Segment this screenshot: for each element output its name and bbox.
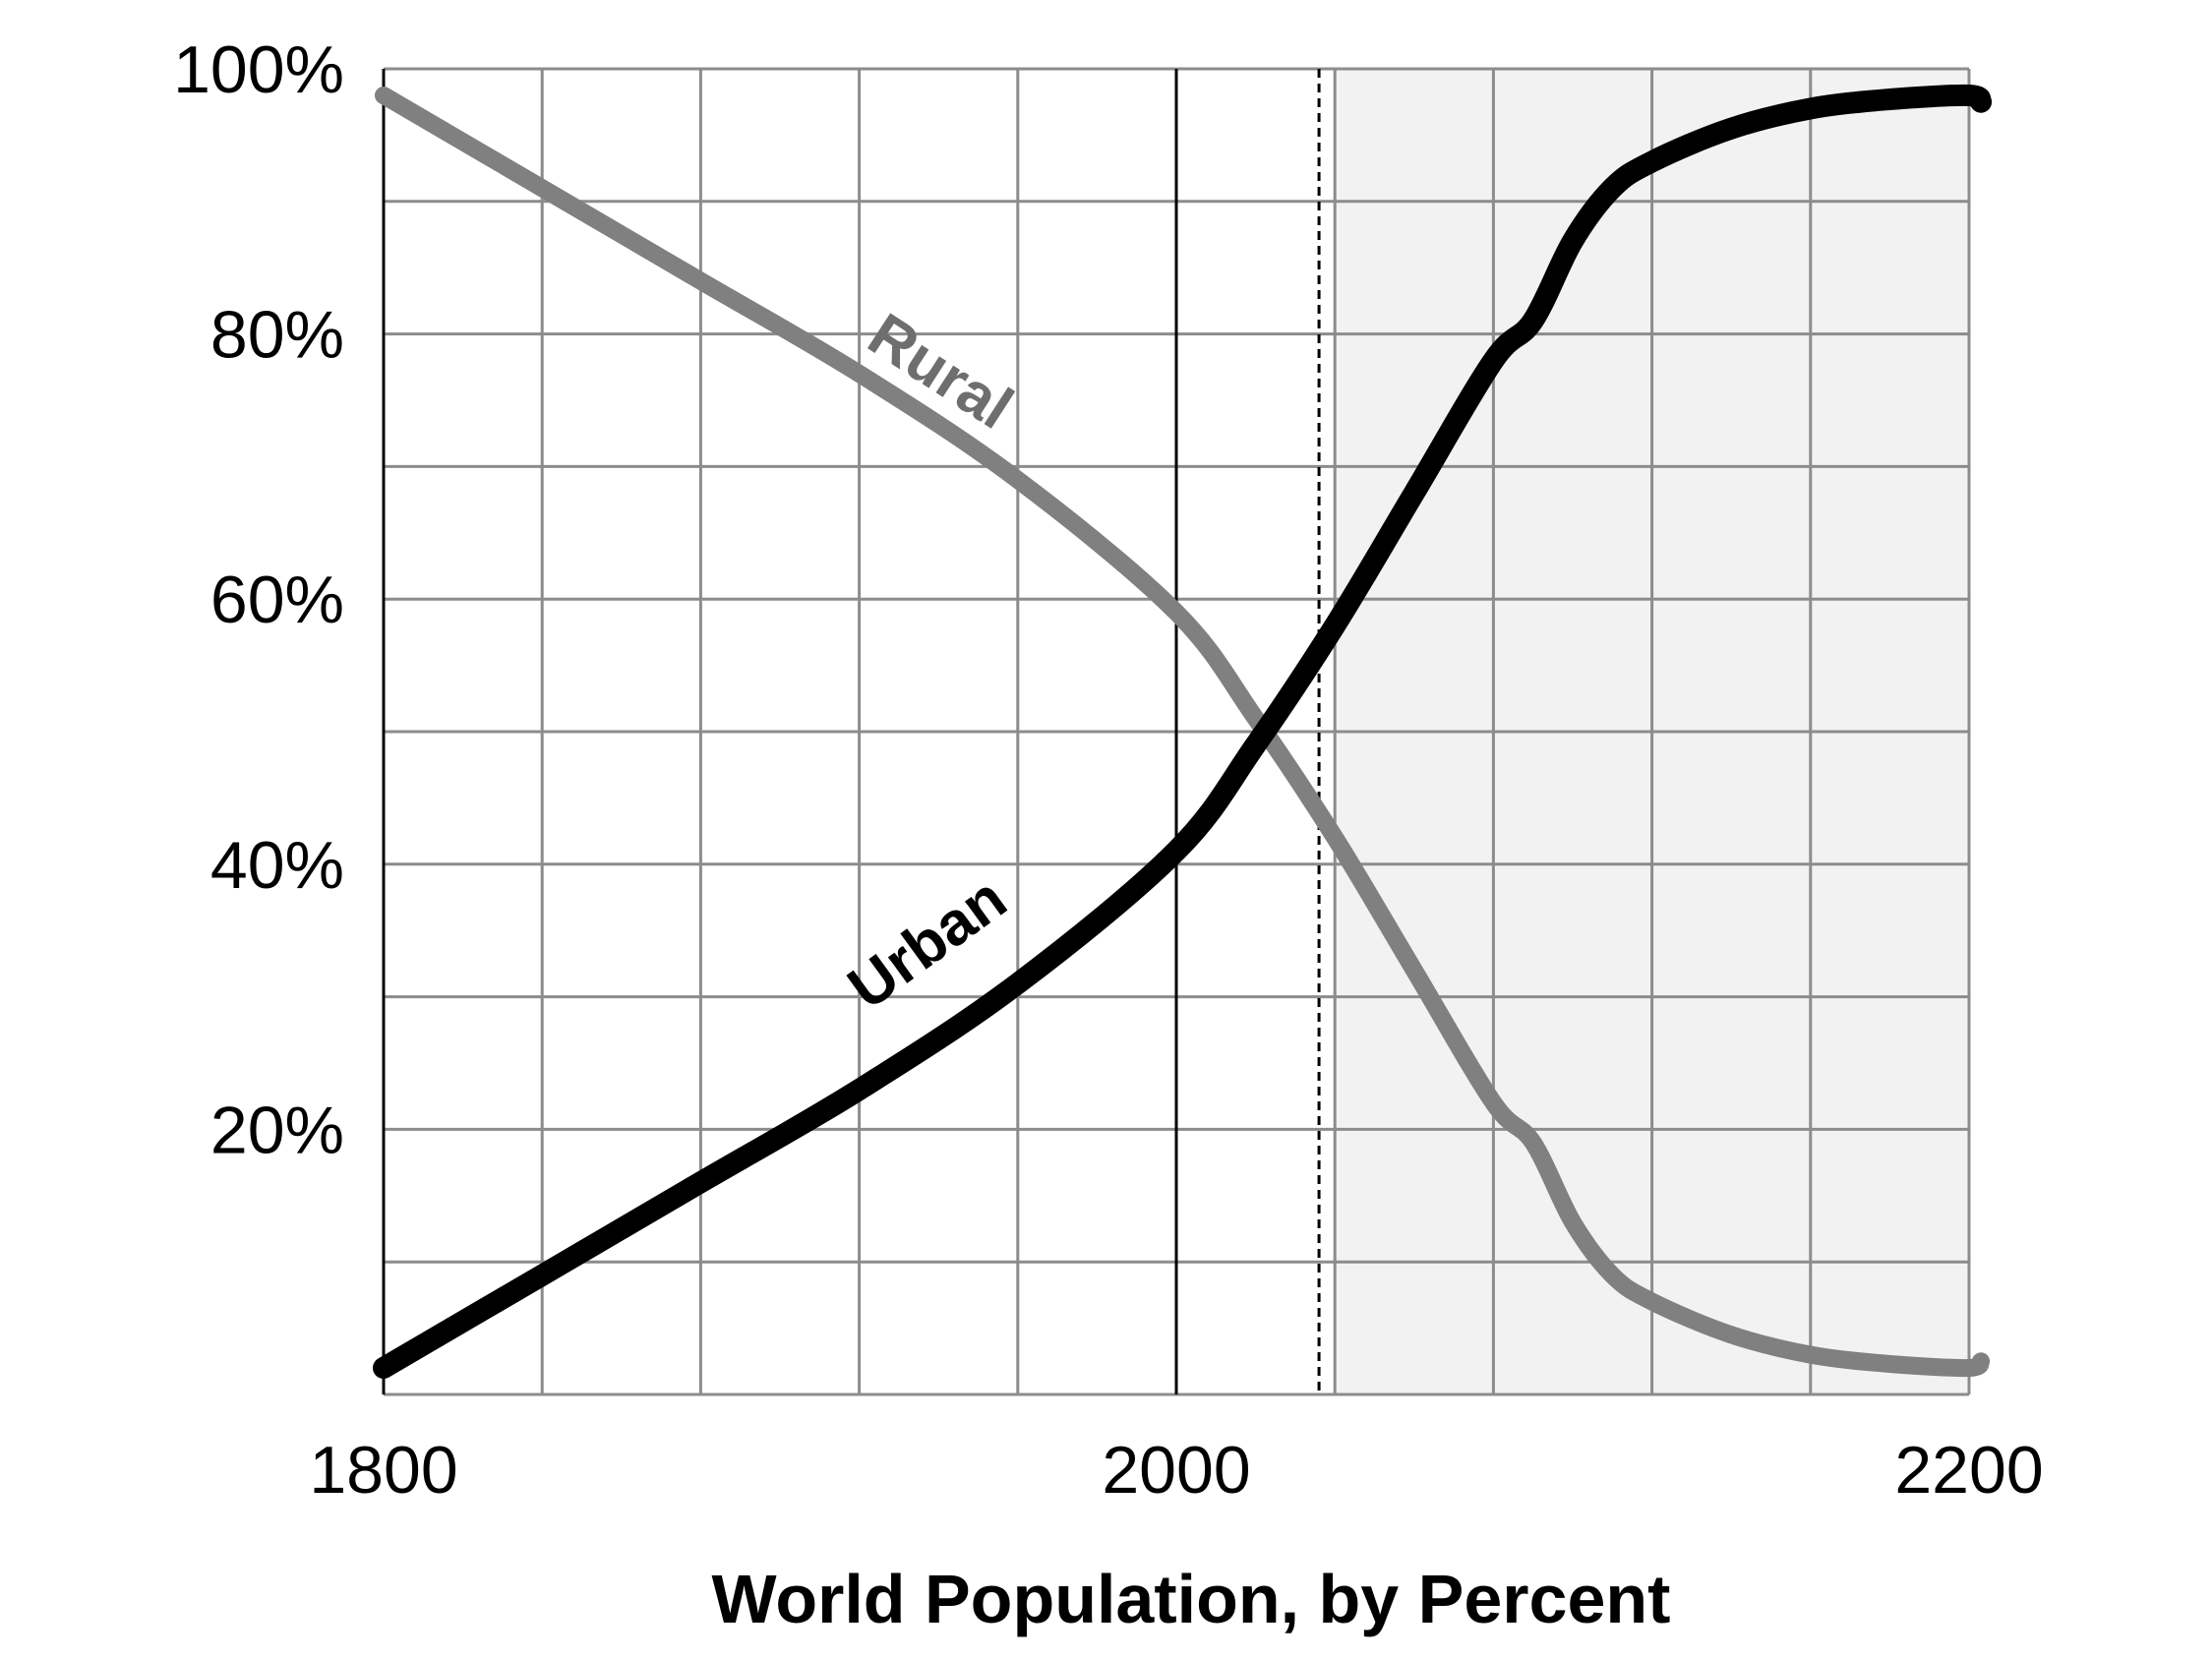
series-lines — [373, 84, 1993, 1379]
y-tick-labels: 20% 40% 60% 80% 100% — [173, 32, 344, 1167]
x-tick-label: 2000 — [1102, 1433, 1250, 1508]
y-tick-label: 60% — [210, 563, 344, 637]
x-tick-label: 2200 — [1894, 1433, 2043, 1508]
y-tick-label: 100% — [173, 32, 344, 107]
y-tick-label: 40% — [210, 828, 344, 903]
x-tick-label: 1800 — [309, 1433, 457, 1508]
x-tick-labels: 1800 2000 2200 — [309, 1433, 2043, 1508]
y-tick-label: 20% — [210, 1093, 344, 1167]
x-axis-title: World Population, by Percent — [712, 1561, 1671, 1637]
series-line-rural — [375, 87, 1991, 1378]
y-tick-label: 80% — [210, 298, 344, 373]
series-line-urban — [373, 84, 1993, 1379]
